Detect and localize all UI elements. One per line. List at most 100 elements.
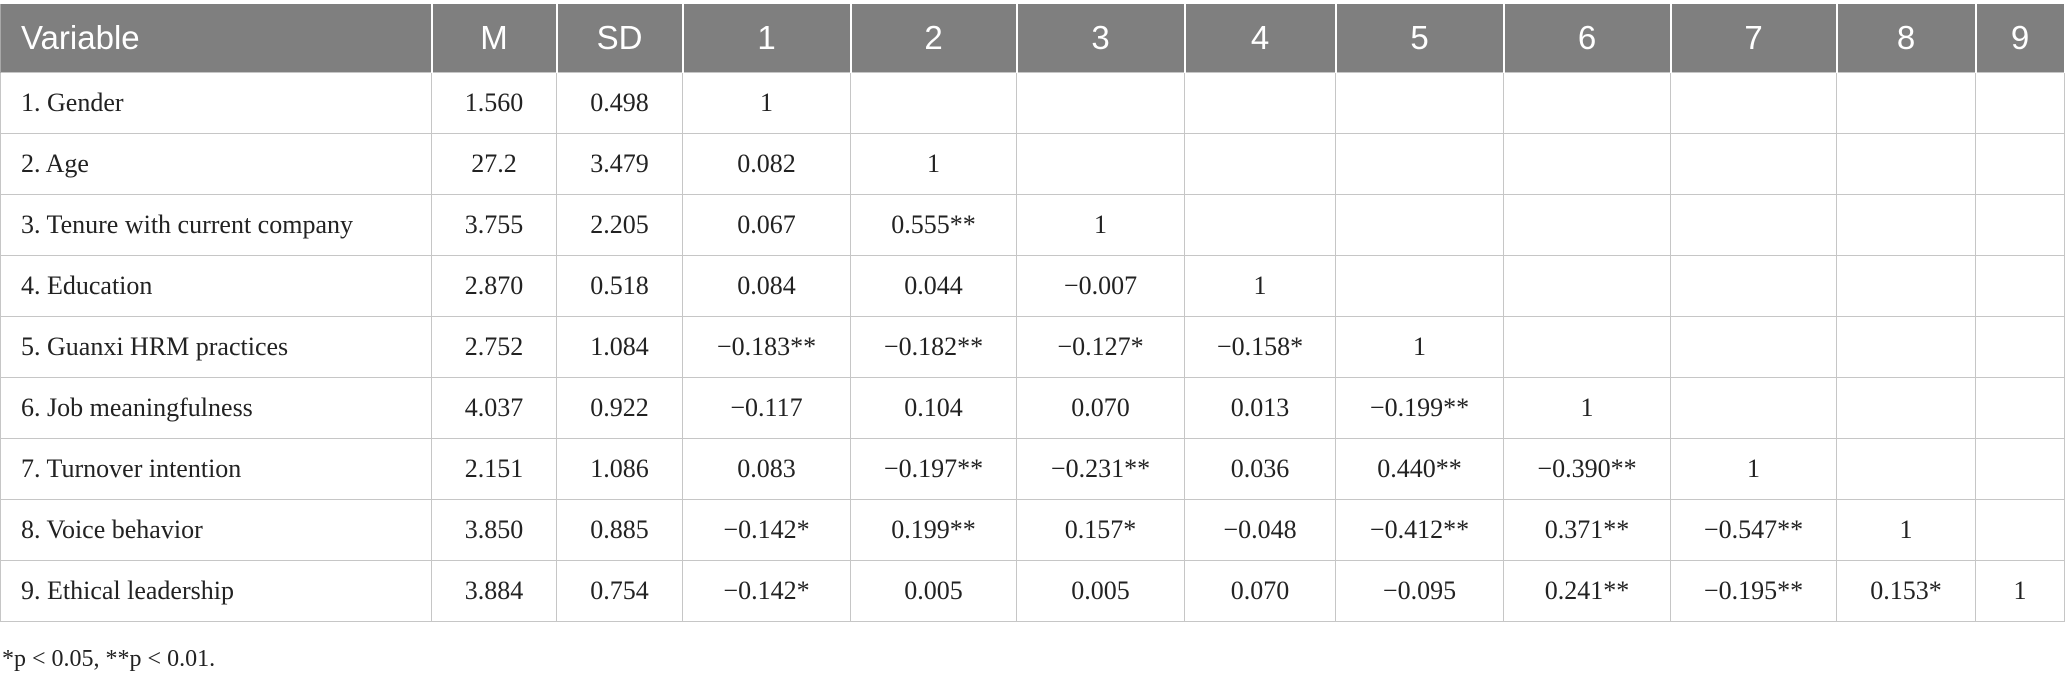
- table-cell: 0.153*: [1836, 560, 1976, 622]
- empty-cell: [1184, 194, 1336, 256]
- table-cell: −0.007: [1016, 255, 1185, 317]
- table-cell: 1: [850, 133, 1017, 195]
- table-cell: 1: [1670, 438, 1837, 500]
- header-cell: 1: [682, 4, 852, 73]
- empty-cell: [1975, 133, 2065, 195]
- table-cell: 3.884: [431, 560, 557, 622]
- table-cell: 2. Age: [0, 133, 432, 195]
- empty-cell: [1836, 194, 1976, 256]
- empty-cell: [1836, 438, 1976, 500]
- table-cell: 3.479: [556, 133, 683, 195]
- table-row: 4. Education 2.870 0.518 0.084 0.044 −0.007 1: [0, 255, 2065, 317]
- table-cell: 0.555**: [850, 194, 1017, 256]
- table-body: 1. Gender 1.560 0.498 1 2. Age 27.2 3.479 0.082…: [0, 72, 2065, 622]
- header-cell: 6: [1503, 4, 1672, 73]
- table-cell: 1: [1335, 316, 1504, 378]
- table-cell: 27.2: [431, 133, 557, 195]
- table-cell: −0.142*: [682, 499, 851, 561]
- empty-cell: [1836, 377, 1976, 439]
- table-cell: −0.117: [682, 377, 851, 439]
- table-cell: −0.048: [1184, 499, 1336, 561]
- table-cell: 3. Tenure with current company: [0, 194, 432, 256]
- empty-cell: [1836, 133, 1976, 195]
- empty-cell: [1975, 438, 2065, 500]
- empty-cell: [1670, 133, 1837, 195]
- empty-cell: [1975, 499, 2065, 561]
- empty-cell: [1670, 72, 1837, 134]
- table-cell: 0.036: [1184, 438, 1336, 500]
- table-cell: −0.390**: [1503, 438, 1671, 500]
- empty-cell: [1975, 377, 2065, 439]
- empty-cell: [1335, 255, 1504, 317]
- header-cell: 8: [1836, 4, 1977, 73]
- table-cell: 7. Turnover intention: [0, 438, 432, 500]
- empty-cell: [1503, 194, 1671, 256]
- header-cell: 2: [850, 4, 1018, 73]
- table-cell: 0.044: [850, 255, 1017, 317]
- table-cell: 4.037: [431, 377, 557, 439]
- table-cell: 1: [1016, 194, 1185, 256]
- empty-cell: [1836, 316, 1976, 378]
- table-cell: 0.005: [1016, 560, 1185, 622]
- table-cell: −0.127*: [1016, 316, 1185, 378]
- table-cell: 1: [682, 72, 851, 134]
- empty-cell: [1503, 72, 1671, 134]
- header-cell: M: [431, 4, 558, 73]
- table-cell: 0.083: [682, 438, 851, 500]
- empty-cell: [1016, 133, 1185, 195]
- empty-cell: [1184, 72, 1336, 134]
- table-cell: 1.086: [556, 438, 683, 500]
- header-cell: Variable: [0, 4, 433, 73]
- table-cell: 2.870: [431, 255, 557, 317]
- empty-cell: [1016, 72, 1185, 134]
- empty-cell: [1975, 316, 2065, 378]
- header-cell: SD: [556, 4, 684, 73]
- table-cell: 5. Guanxi HRM practices: [0, 316, 432, 378]
- table-cell: 0.241**: [1503, 560, 1671, 622]
- footnote: *p < 0.05, **p < 0.01.: [2, 646, 216, 672]
- empty-cell: [1335, 133, 1504, 195]
- table-cell: 0.070: [1016, 377, 1185, 439]
- table-cell: 0.157*: [1016, 499, 1185, 561]
- table-row: 2. Age 27.2 3.479 0.082 1: [0, 133, 2065, 195]
- table-cell: 0.070: [1184, 560, 1336, 622]
- table-cell: 0.082: [682, 133, 851, 195]
- empty-cell: [1670, 255, 1837, 317]
- table-cell: 2.151: [431, 438, 557, 500]
- table-cell: 9. Ethical leadership: [0, 560, 432, 622]
- table-cell: 0.498: [556, 72, 683, 134]
- table-cell: −0.195**: [1670, 560, 1837, 622]
- empty-cell: [1836, 72, 1976, 134]
- empty-cell: [1670, 377, 1837, 439]
- empty-cell: [1503, 316, 1671, 378]
- table-cell: 0.440**: [1335, 438, 1504, 500]
- empty-cell: [1975, 255, 2065, 317]
- table-cell: 0.013: [1184, 377, 1336, 439]
- table-cell: 3.755: [431, 194, 557, 256]
- empty-cell: [1670, 194, 1837, 256]
- table-cell: 0.067: [682, 194, 851, 256]
- table-cell: −0.547**: [1670, 499, 1837, 561]
- header-row: Variable M SD 1 2 3 4 5 6 7 8 9: [0, 4, 2066, 73]
- table-cell: 0.104: [850, 377, 1017, 439]
- table-cell: −0.158*: [1184, 316, 1336, 378]
- table-row: 5. Guanxi HRM practices 2.752 1.084 −0.183*…: [0, 316, 2065, 378]
- header-cell: 3: [1016, 4, 1186, 73]
- table-cell: 8. Voice behavior: [0, 499, 432, 561]
- table-cell: −0.182**: [850, 316, 1017, 378]
- table-cell: 6. Job meaningfulness: [0, 377, 432, 439]
- table-cell: 0.199**: [850, 499, 1017, 561]
- table-cell: 2.205: [556, 194, 683, 256]
- table-row: 1. Gender 1.560 0.498 1: [0, 72, 2065, 134]
- table-row: 8. Voice behavior 3.850 0.885 −0.142* 0.199*…: [0, 499, 2065, 561]
- empty-cell: [1670, 316, 1837, 378]
- header-cell: 5: [1335, 4, 1505, 73]
- table-cell: −0.412**: [1335, 499, 1504, 561]
- table-cell: −0.231**: [1016, 438, 1185, 500]
- table-cell: 2.752: [431, 316, 557, 378]
- table-cell: 3.850: [431, 499, 557, 561]
- empty-cell: [1975, 72, 2065, 134]
- table-cell: −0.142*: [682, 560, 851, 622]
- table-cell: −0.199**: [1335, 377, 1504, 439]
